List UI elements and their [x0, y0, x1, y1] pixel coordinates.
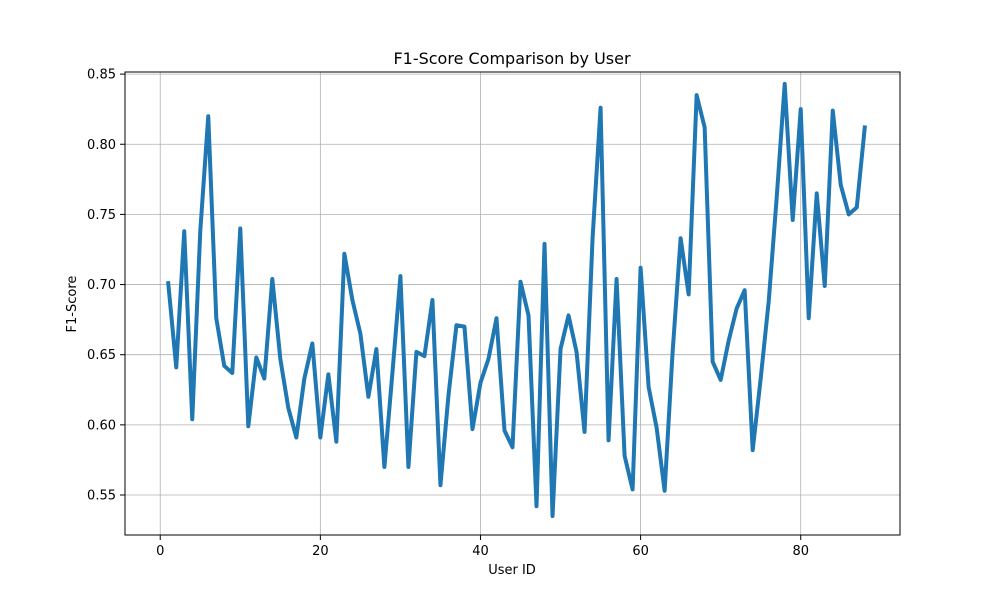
x-tick-label: 20	[312, 544, 329, 559]
x-tick-label: 40	[472, 544, 489, 559]
y-tick-label: 0.70	[87, 278, 116, 293]
series-layer	[166, 81, 867, 519]
gridlines	[125, 72, 900, 535]
x-tick-label: 60	[632, 544, 649, 559]
axis-ticks: 0 20 40 60 80 0.55 0.60 0.65 0.70 0.75 0.80 0.85	[87, 68, 809, 559]
y-tick-label: 0.85	[87, 68, 116, 83]
chart-title: F1-Score Comparison by User	[393, 49, 631, 68]
series-line	[166, 81, 867, 519]
y-tick-label: 0.55	[87, 489, 116, 504]
x-tick-label: 0	[156, 544, 164, 559]
x-axis-label: User ID	[488, 563, 536, 578]
y-axis-label: F1-Score	[65, 276, 80, 333]
y-tick-label: 0.80	[87, 138, 116, 153]
y-tick-label: 0.60	[87, 418, 116, 433]
plot-frame	[124, 71, 901, 536]
y-tick-label: 0.75	[87, 208, 116, 223]
x-tick-label: 80	[792, 544, 809, 559]
y-tick-label: 0.65	[87, 348, 116, 363]
